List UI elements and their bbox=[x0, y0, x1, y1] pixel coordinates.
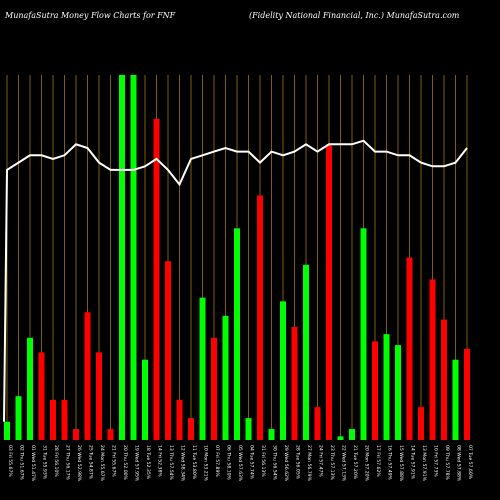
bar bbox=[27, 337, 33, 440]
bar bbox=[142, 359, 148, 440]
x-tick-label: 25 Tue 54.87% bbox=[88, 445, 94, 480]
bar bbox=[383, 334, 390, 440]
x-tick-label: 27 Thu 56.17% bbox=[65, 445, 71, 481]
bar bbox=[429, 279, 436, 440]
x-tick-label: 27 Mon 56.79% bbox=[306, 445, 312, 482]
x-tick-label: 26 Wed 52.98% bbox=[76, 445, 82, 482]
x-tick-label: 11 Tue 53.80% bbox=[191, 445, 197, 480]
bar bbox=[326, 144, 332, 440]
x-tick-label: 05 Wed 57.63% bbox=[237, 445, 243, 482]
bar bbox=[406, 257, 413, 440]
bar bbox=[4, 421, 10, 440]
x-tick-label: 22 Wed 57.13% bbox=[341, 445, 347, 482]
bar bbox=[50, 399, 56, 440]
bar bbox=[119, 75, 125, 440]
bar bbox=[349, 429, 355, 440]
bar bbox=[372, 341, 378, 440]
bar bbox=[96, 352, 102, 440]
x-tick-label: 24 Fri 57.47% bbox=[318, 445, 324, 477]
bar bbox=[73, 429, 79, 440]
bar bbox=[222, 315, 229, 440]
x-tick-label: 19 Wed 57.95% bbox=[134, 445, 140, 482]
x-tick-label: 13 Thu 57.54% bbox=[168, 445, 174, 481]
x-tick-label: 24 Mon 55.67% bbox=[99, 445, 105, 482]
x-tick-label: 21 Fri 55.67% bbox=[111, 445, 117, 477]
bar bbox=[211, 337, 217, 440]
bar bbox=[107, 429, 114, 440]
bar bbox=[15, 396, 22, 440]
x-tick-label: 21 Tue 57.20% bbox=[352, 445, 358, 480]
x-tick-label: 20 Mon 57.20% bbox=[364, 445, 370, 482]
x-tick-label: 10 Fri 57.73% bbox=[433, 445, 439, 477]
x-tick-label: 03 Fri 55.67% bbox=[7, 445, 13, 477]
bar bbox=[234, 228, 240, 440]
bar bbox=[291, 326, 298, 440]
bar bbox=[464, 348, 470, 440]
x-tick-label: 23 Thu 57.13% bbox=[329, 445, 335, 481]
bar bbox=[153, 118, 160, 441]
bar bbox=[176, 399, 183, 440]
x-tick-label: 28 Tue 56.05% bbox=[295, 445, 301, 480]
bar bbox=[418, 407, 424, 440]
x-tick-label: 01 Wed 51.47% bbox=[30, 445, 36, 482]
bar bbox=[337, 436, 344, 440]
bar bbox=[165, 261, 171, 440]
bar bbox=[188, 418, 194, 440]
x-tick-label: 31 Fri 56.13% bbox=[260, 445, 266, 477]
x-tick-label: 02 Thu 51.67% bbox=[19, 445, 25, 481]
x-tick-label: 10 Mon 53.21% bbox=[203, 445, 209, 482]
x-tick-label: 07 Tue 57.60% bbox=[467, 445, 473, 480]
x-tick-label: 30 Thu 56.54% bbox=[272, 445, 278, 481]
x-tick-label: 14 Tue 57.91% bbox=[410, 445, 416, 480]
x-tick-label: 09 Thu 57.78% bbox=[444, 445, 450, 481]
x-tick-label: 04 Tue 57.74% bbox=[249, 445, 255, 480]
x-tick-label: 17 Fri 57.62% bbox=[375, 445, 381, 477]
bar bbox=[268, 429, 275, 440]
x-tick-label: 07 Fri 57.89% bbox=[214, 445, 220, 477]
bar bbox=[452, 359, 459, 440]
bar bbox=[395, 345, 401, 440]
bar bbox=[38, 352, 45, 440]
x-tick-label: 08 Wed 57.88% bbox=[456, 445, 462, 482]
x-tick-label: 06 Thu 58.10% bbox=[226, 445, 232, 481]
money-flow-line bbox=[3, 139, 468, 422]
chart-title-left: MunafaSutra Money Flow Charts for FNF bbox=[5, 11, 176, 20]
x-tick-label: 16 Thu 57.49% bbox=[387, 445, 393, 481]
bar bbox=[441, 319, 447, 440]
x-tick-label: 29 Wed 56.62% bbox=[283, 445, 289, 482]
x-tick-label: 18 Tue 52.35% bbox=[145, 445, 151, 480]
bar bbox=[303, 264, 309, 440]
x-tick-label: 28 Fri 56.10% bbox=[53, 445, 59, 477]
bar bbox=[257, 195, 263, 440]
bar bbox=[360, 228, 367, 440]
x-tick-label: 12 Wed 58.34% bbox=[180, 445, 186, 482]
x-tick-label: 13 Mon 57.91% bbox=[421, 445, 427, 482]
x-tick-label: 14 Fri 52.38% bbox=[157, 445, 163, 477]
bar bbox=[280, 301, 286, 440]
bar bbox=[199, 297, 206, 440]
bar bbox=[314, 407, 321, 440]
chart-title-right: (Fidelity National Financial, Inc.) Muna… bbox=[249, 11, 460, 20]
bar bbox=[245, 418, 252, 440]
x-tick-label: 20 Thu 52.00% bbox=[122, 445, 128, 481]
bar bbox=[61, 399, 68, 440]
x-tick-label: 15 Wed 57.88% bbox=[398, 445, 404, 482]
x-tick-label: 31 Tue 55.93% bbox=[42, 445, 48, 480]
bar bbox=[130, 75, 137, 440]
bar bbox=[84, 312, 91, 440]
